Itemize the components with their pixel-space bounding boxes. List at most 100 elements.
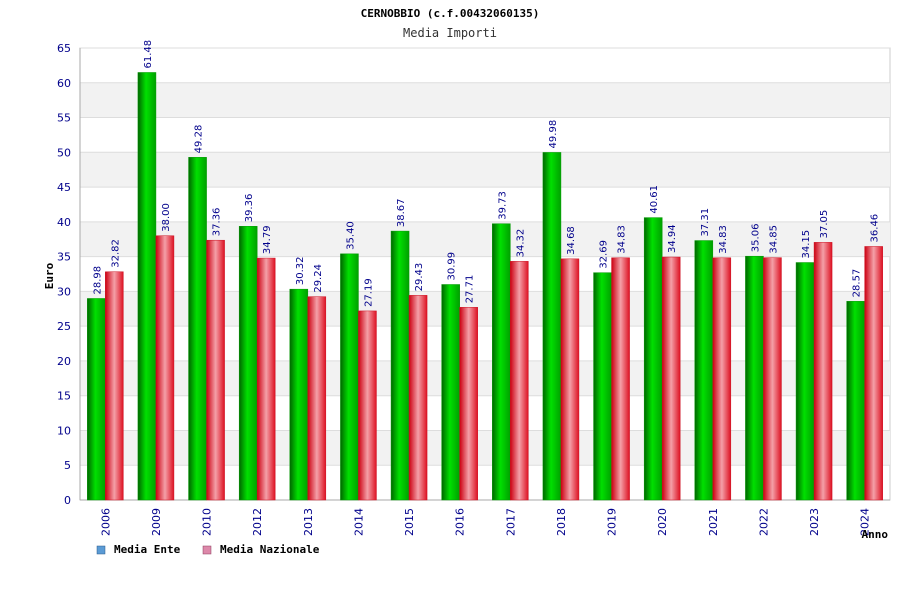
value-label-media-ente-2016: 30.99 <box>447 252 458 281</box>
x-tick-label-2009: 2009 <box>150 508 163 536</box>
bar-media-ente-2016 <box>441 284 460 501</box>
chart-subtitle: Media Importi <box>403 26 497 40</box>
x-tick-label-2013: 2013 <box>302 508 315 536</box>
value-label-media-nazionale-2009: 38.00 <box>161 203 172 232</box>
bar-media-ente-2021 <box>694 240 714 501</box>
x-axis-ticks: 2006 2009 2010 2012 2013 2014 2015 2016 2017 2018… <box>99 508 871 536</box>
chart-title: CERNOBBIO (c.f.00432060135) <box>361 7 540 20</box>
x-tick-label-2010: 2010 <box>201 508 214 536</box>
value-label-media-nazionale-2017: 34.32 <box>515 229 526 258</box>
y-tick-label: 30 <box>57 285 71 298</box>
y-tick-label: 35 <box>57 251 71 264</box>
y-tick-label: 45 <box>57 181 71 194</box>
value-label-media-ente-2019: 32.69 <box>599 240 610 269</box>
bar-media-ente-2014 <box>340 253 359 501</box>
y-tick-label: 65 <box>57 42 71 55</box>
value-labels: 28.98 32.82 61.48 38.00 49.28 37.36 39.36 34.79… <box>92 40 880 307</box>
legend-swatch-media-ente <box>96 545 106 555</box>
x-axis-label: Anno <box>862 528 889 541</box>
value-label-media-nazionale-2024: 36.46 <box>870 214 881 243</box>
bar-media-nazionale-2018 <box>560 258 580 501</box>
legend-label-media-ente: Media Ente <box>114 543 181 556</box>
x-tick-label-2006: 2006 <box>99 508 112 536</box>
x-tick-label-2017: 2017 <box>504 508 517 536</box>
bar-media-ente-2012 <box>238 226 258 501</box>
grid-band <box>80 82 890 118</box>
value-label-media-ente-2015: 38.67 <box>396 198 407 227</box>
y-tick-label: 20 <box>57 355 71 368</box>
value-label-media-ente-2012: 39.36 <box>244 194 255 223</box>
value-label-media-nazionale-2018: 34.68 <box>566 226 577 255</box>
bar-media-nazionale-2019 <box>611 257 630 501</box>
bar-media-nazionale-2016 <box>459 307 478 501</box>
value-label-media-nazionale-2012: 34.79 <box>262 225 273 254</box>
value-label-media-nazionale-2006: 32.82 <box>110 239 121 268</box>
value-label-media-nazionale-2022: 34.85 <box>768 225 779 254</box>
value-label-media-nazionale-2023: 37.05 <box>819 210 830 239</box>
y-tick-label: 50 <box>57 146 71 159</box>
value-label-media-nazionale-2019: 34.83 <box>617 225 628 254</box>
y-tick-label: 55 <box>57 112 71 125</box>
x-tick-label-2020: 2020 <box>656 508 669 536</box>
value-label-media-nazionale-2015: 29.43 <box>414 263 425 292</box>
bar-media-nazionale-2010 <box>206 239 225 501</box>
x-tick-label-2016: 2016 <box>454 508 467 536</box>
bar-media-ente-2017 <box>492 223 511 501</box>
value-label-media-ente-2023: 34.15 <box>801 230 812 259</box>
value-label-media-ente-2018: 49.98 <box>548 120 559 149</box>
bar-media-ente-2010 <box>188 157 207 501</box>
value-label-media-nazionale-2021: 34.83 <box>718 225 729 254</box>
value-label-media-ente-2006: 28.98 <box>92 266 103 295</box>
bar-media-ente-2006 <box>87 298 106 501</box>
bar-media-ente-2024 <box>846 301 865 501</box>
bar-media-nazionale-2023 <box>813 242 833 501</box>
bar-media-nazionale-2020 <box>661 256 681 501</box>
legend-swatch-media-nazionale <box>202 545 212 555</box>
x-tick-label-2019: 2019 <box>606 508 619 536</box>
x-tick-label-2015: 2015 <box>403 508 416 536</box>
value-label-media-ente-2021: 37.31 <box>700 208 711 237</box>
value-label-media-nazionale-2016: 27.71 <box>465 275 476 304</box>
bar-media-ente-2009 <box>137 72 157 501</box>
bar-media-nazionale-2024 <box>864 246 883 501</box>
y-tick-label: 25 <box>57 320 71 333</box>
value-label-media-nazionale-2013: 29.24 <box>313 264 324 293</box>
bar-media-ente-2020 <box>643 217 663 501</box>
value-label-media-ente-2009: 61.48 <box>143 40 154 69</box>
x-tick-label-2014: 2014 <box>352 508 365 536</box>
bar-media-ente-2019 <box>593 272 612 501</box>
value-label-media-ente-2017: 39.73 <box>497 191 508 220</box>
value-label-media-ente-2024: 28.57 <box>852 269 863 298</box>
y-tick-label: 15 <box>57 390 71 403</box>
bar-media-ente-2015 <box>390 230 410 501</box>
grid-band <box>80 152 890 188</box>
x-tick-label-2022: 2022 <box>757 508 770 536</box>
bar-media-ente-2018 <box>542 152 562 501</box>
bar-media-ente-2022 <box>745 255 764 501</box>
x-tick-label-2018: 2018 <box>555 508 568 536</box>
y-tick-label: 60 <box>57 77 71 90</box>
y-axis-ticks: 0 5 10 15 20 25 30 35 40 45 50 55 60 65 <box>57 42 71 507</box>
bar-media-nazionale-2012 <box>256 257 276 501</box>
value-label-media-ente-2013: 30.32 <box>295 257 306 286</box>
bar-media-nazionale-2015 <box>408 295 428 501</box>
value-label-media-ente-2020: 40.61 <box>649 185 660 214</box>
bar-media-ente-2023 <box>795 262 815 501</box>
value-label-media-nazionale-2010: 37.36 <box>212 208 223 237</box>
value-label-media-nazionale-2020: 34.94 <box>667 224 678 253</box>
legend-label-media-nazionale: Media Nazionale <box>220 543 320 556</box>
x-tick-label-2024: 2024 <box>859 508 872 536</box>
legend: Media Ente Media Nazionale <box>96 543 320 556</box>
y-tick-label: 40 <box>57 216 71 229</box>
x-tick-label-2021: 2021 <box>707 508 720 536</box>
bar-media-ente-2013 <box>289 288 309 501</box>
bar-media-nazionale-2006 <box>105 271 124 501</box>
y-tick-label: 5 <box>64 459 71 472</box>
y-tick-label: 0 <box>64 494 71 507</box>
bar-media-nazionale-2013 <box>307 296 327 501</box>
bar-media-nazionale-2014 <box>358 310 377 501</box>
bar-media-nazionale-2017 <box>510 261 529 501</box>
bar-media-nazionale-2009 <box>155 235 175 501</box>
value-label-media-ente-2010: 49.28 <box>194 125 205 154</box>
